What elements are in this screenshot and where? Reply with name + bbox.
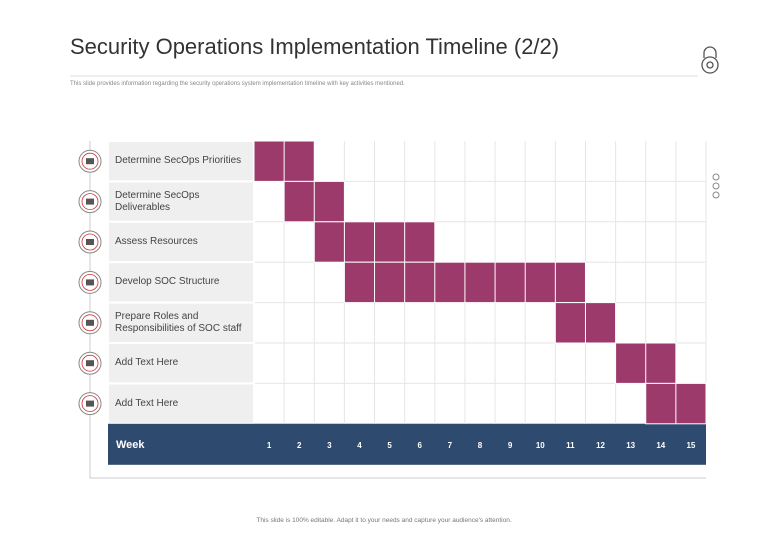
x-tick-label: 10 [536,441,545,450]
task-label: Add Text Here [115,397,179,409]
x-tick-label: 1 [267,441,272,450]
icon-glyph [86,400,94,407]
x-tick-label: 3 [327,441,332,450]
x-tick-label: 8 [478,441,483,450]
task-label: Add Text Here [115,357,179,369]
icon-glyph [86,158,94,165]
footer: This slide is 100% editable. Adapt it to… [256,517,512,524]
x-axis-label: Week [116,439,145,451]
x-tick-label: 5 [387,441,392,450]
task-label: Determine SecOps Deliverables [115,189,200,213]
x-tick-label: 11 [566,441,575,450]
icon-glyph [86,360,94,367]
x-tick-label: 4 [357,441,362,450]
x-tick-label: 13 [626,441,635,450]
week-bar [108,423,706,465]
task-label: Assess Resources [115,235,198,247]
x-tick-label: 12 [596,441,605,450]
bar-outline [554,302,617,344]
label-cell [107,342,255,385]
label-cell [107,180,255,223]
task-label: Determine SecOps Priorities [115,155,242,167]
x-tick-label: 14 [656,441,665,450]
task-label: Develop SOC Structure [115,276,220,288]
task-label: Prepare Roles and Responsibilities of SO… [115,310,242,334]
x-tick-label: 15 [686,441,695,450]
x-tick-label: 6 [418,441,423,450]
icon-glyph [86,319,94,326]
bar-outline [343,261,586,304]
icon-glyph [86,198,94,205]
label-cell [107,261,255,304]
icon-glyph [86,239,94,245]
subtitle: This slide provides information regardin… [70,81,405,87]
x-tick-label: 7 [448,441,453,450]
label-cell [107,301,255,345]
lock-icon [701,46,719,74]
bar-outline [645,382,707,425]
x-tick-label: 2 [297,441,302,450]
label-cell [107,382,255,425]
title: Security Operations Implementation Timel… [70,34,560,59]
icon-glyph [86,279,94,286]
menu-dots [712,173,720,199]
x-tick-label: 9 [508,441,513,450]
